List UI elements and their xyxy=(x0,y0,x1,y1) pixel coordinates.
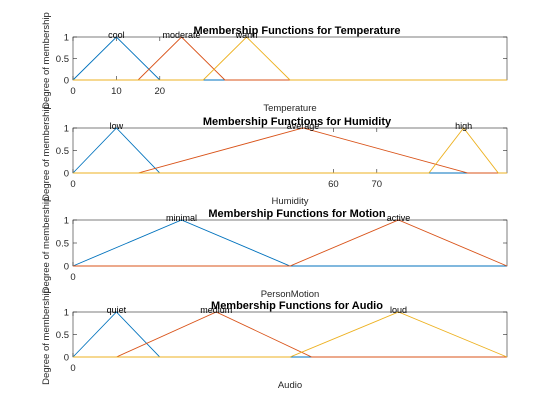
mf-label-low: low xyxy=(110,121,124,131)
chart-panel-1: 0 0.5 1 0 60 70 low average high Membership Funct… xyxy=(41,104,508,207)
x-tick-label: 70 xyxy=(372,179,383,190)
y-axis-label: Degree of membership xyxy=(41,288,52,385)
mf-label-warm: warm xyxy=(235,30,258,40)
mf-label-average: average xyxy=(287,121,320,131)
x-axis-label: Temperature xyxy=(263,103,316,114)
chart-title: Membership Functions for Motion xyxy=(208,208,385,220)
mf-label-medium: medium xyxy=(200,305,232,315)
axes-box xyxy=(72,219,508,267)
x-tick-label: 0 xyxy=(70,363,75,374)
x-tick-label: 0 xyxy=(70,86,75,97)
x-tick-label: 20 xyxy=(155,86,166,97)
x-axis-label: Audio xyxy=(278,380,302,391)
y-tick-label: 0 xyxy=(64,353,69,364)
axes-box xyxy=(72,311,508,358)
series-line-active xyxy=(73,219,508,267)
x-tick-label: 10 xyxy=(111,86,122,97)
mf-label-active: active xyxy=(387,213,411,223)
y-tick-label: 0.5 xyxy=(56,54,69,65)
chart-panel-3: 0 0.5 1 0 quiet medium loud Membership Function… xyxy=(41,288,508,391)
series-line-minimal xyxy=(72,219,507,267)
y-tick-label: 1 xyxy=(64,33,69,44)
chart-title: Membership Functions for Audio xyxy=(211,300,383,312)
y-axis-label: Degree of membership xyxy=(41,197,52,294)
mf-label-cool: cool xyxy=(108,30,125,40)
series-line-loud xyxy=(73,311,508,358)
series-line-warm xyxy=(73,36,507,81)
x-axis-label: PersonMotion xyxy=(261,289,320,300)
y-tick-label: 1 xyxy=(64,124,69,135)
y-axis-label: Degree of membership xyxy=(41,12,52,109)
y-tick-label: 0 xyxy=(64,262,69,273)
mf-label-high: high xyxy=(455,121,472,131)
mf-label-quiet: quiet xyxy=(107,305,127,315)
y-tick-label: 1 xyxy=(64,216,69,227)
y-tick-label: 0 xyxy=(64,169,69,180)
mf-label-moderate: moderate xyxy=(162,30,200,40)
series-line-high xyxy=(73,127,507,174)
x-tick-label: 0 xyxy=(70,179,75,190)
y-tick-label: 0.5 xyxy=(56,330,69,341)
mf-label-loud: loud xyxy=(390,305,407,315)
x-tick-label: 0 xyxy=(70,272,75,283)
x-tick-label: 60 xyxy=(328,179,339,190)
y-tick-label: 1 xyxy=(64,308,69,319)
x-axis-label: Humidity xyxy=(272,196,309,207)
chart-title: Membership Functions for Temperature xyxy=(194,25,401,37)
y-tick-label: 0 xyxy=(64,76,69,87)
y-axis-label: Degree of membership xyxy=(41,104,52,201)
y-tick-label: 0.5 xyxy=(56,239,69,250)
y-tick-label: 0.5 xyxy=(56,146,69,157)
chart-title: Membership Functions for Humidity xyxy=(203,116,392,128)
mf-label-minimal: minimal xyxy=(166,213,197,223)
